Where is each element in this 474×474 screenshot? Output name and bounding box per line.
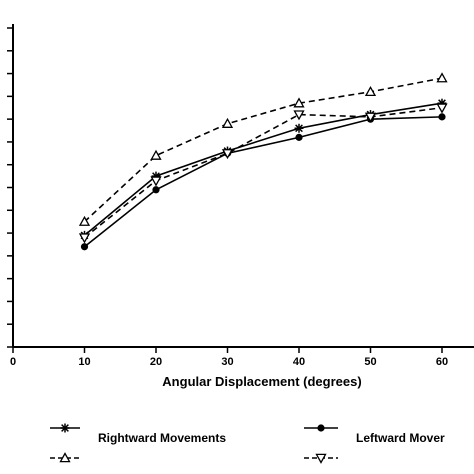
x-tick-label: 60	[436, 356, 448, 368]
y-axis-ticks	[7, 27, 13, 348]
data-point	[78, 233, 91, 244]
data-point	[60, 423, 70, 433]
legend-swatch	[304, 453, 338, 464]
data-point	[294, 123, 304, 133]
series-line	[84, 106, 443, 239]
x-axis-label: Angular Displacement (degrees)	[162, 374, 361, 389]
data-point	[221, 149, 234, 160]
series-1	[78, 72, 448, 226]
x-tick-label: 0	[10, 356, 16, 368]
series-line	[84, 116, 443, 248]
x-axis-ticks: 0 10 20 30 40 50 60	[10, 347, 448, 368]
legend-swatch	[50, 452, 80, 463]
series-3	[78, 103, 448, 244]
series-layer	[78, 72, 448, 251]
data-point	[364, 85, 377, 97]
series-2	[80, 113, 446, 251]
series-line	[83, 102, 443, 236]
legend-swatch	[304, 424, 338, 432]
data-point	[152, 186, 160, 194]
data-point	[364, 112, 377, 123]
data-point	[438, 113, 446, 121]
series-0	[80, 98, 447, 240]
data-point	[295, 133, 303, 141]
data-point	[150, 149, 162, 160]
x-tick-label: 30	[221, 356, 233, 368]
data-point	[80, 243, 89, 251]
axes	[12, 24, 474, 348]
legend-label: Rightward Movements	[98, 431, 226, 445]
legend-label: Leftward Mover	[356, 431, 445, 445]
x-tick-label: 10	[78, 356, 90, 368]
data-point	[293, 110, 305, 121]
data-point	[150, 176, 162, 187]
data-point	[436, 72, 448, 83]
data-point	[317, 424, 325, 432]
legend-swatch	[50, 423, 80, 433]
x-tick-label: 20	[150, 356, 162, 368]
series-line	[83, 77, 443, 223]
data-point	[78, 215, 91, 226]
x-tick-label: 40	[293, 356, 305, 368]
data-point	[436, 103, 448, 114]
data-point	[293, 97, 305, 108]
x-tick-label: 50	[364, 356, 376, 368]
legend: Rightward Movements Leftward Mover	[50, 423, 445, 464]
data-point	[315, 453, 327, 464]
data-point	[59, 452, 71, 463]
data-point	[221, 117, 234, 128]
